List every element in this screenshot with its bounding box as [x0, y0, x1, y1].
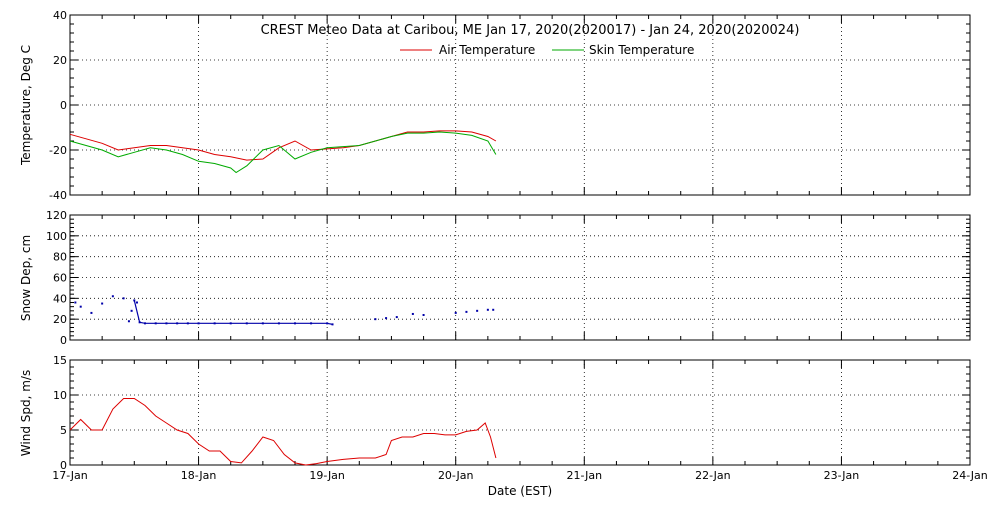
data-point	[395, 316, 398, 319]
y-tick-label: 0	[60, 459, 67, 472]
y-tick-label: 120	[46, 209, 67, 222]
y-tick-label: 40	[53, 292, 67, 305]
x-tick-label: 24-Jan	[952, 469, 988, 482]
data-point	[476, 309, 479, 312]
data-point	[127, 320, 130, 323]
panel-1: 120 100 80 60 40 20 0	[46, 209, 971, 347]
data-point	[130, 309, 133, 312]
data-point	[454, 311, 457, 314]
y-tick-label: 100	[46, 230, 67, 243]
data-point	[374, 318, 377, 321]
y-tick-label: 80	[53, 251, 67, 264]
panel-2: 15 10 5 017-Jan 18-Jan 19-Jan 20-Jan 21-Jan 22-J…	[52, 354, 988, 482]
x-tick-label: 23-Jan	[824, 469, 860, 482]
y-tick-label: 0	[60, 334, 67, 347]
air-temperature-line	[69, 130, 497, 161]
y-tick-label: 0	[60, 99, 67, 112]
y-tick-label: 15	[53, 354, 67, 367]
data-point	[411, 312, 414, 315]
x-tick-label: 21-Jan	[567, 469, 603, 482]
data-point	[385, 317, 388, 320]
plot-frame	[69, 359, 971, 466]
data-point	[465, 310, 468, 313]
y-tick-label: -40	[49, 189, 67, 202]
snow-depth-jump	[133, 300, 141, 323]
x-tick-label: 20-Jan	[438, 469, 474, 482]
legend-label-skin-temperature: Skin Temperature	[589, 43, 694, 57]
x-tick-label: 19-Jan	[309, 469, 345, 482]
data-point	[135, 301, 138, 304]
data-point	[422, 314, 425, 316]
y-axis-label-snow-depth: Snow Dep, cm	[19, 235, 33, 321]
data-point	[74, 301, 77, 304]
legend-label-air-temperature: Air Temperature	[439, 43, 535, 57]
y-tick-label: 60	[53, 272, 67, 285]
x-tick-label: 17-Jan	[52, 469, 88, 482]
y-tick-label: 10	[53, 389, 67, 402]
data-point	[111, 295, 114, 298]
x-tick-label: 22-Jan	[695, 469, 731, 482]
y-axis-label-wind-speed: Wind Spd, m/s	[19, 370, 33, 456]
data-point	[122, 297, 125, 300]
y-axis-label-temperature: Temperature, Deg C	[19, 45, 33, 166]
y-tick-label: 20	[53, 54, 67, 67]
data-point	[486, 308, 489, 311]
x-tick-label: 18-Jan	[181, 469, 217, 482]
skin-temperature-line	[69, 131, 497, 174]
data-point	[492, 308, 495, 311]
series-line-0	[69, 398, 497, 466]
data-point	[90, 311, 93, 314]
data-point	[101, 302, 104, 305]
legend: Air Temperature Skin Temperature	[400, 43, 694, 57]
y-tick-label: 5	[60, 424, 67, 437]
x-axis-label: Date (EST)	[488, 484, 552, 498]
snow-depth-line	[139, 321, 333, 325]
y-tick-label: 20	[53, 313, 67, 326]
y-tick-label: -20	[49, 144, 67, 157]
panel-0: 40 20 0 -20 -40	[49, 9, 971, 202]
chart-title: CREST Meteo Data at Caribou, ME Jan 17, …	[261, 23, 800, 38]
y-tick-label: 40	[53, 9, 67, 22]
data-point	[79, 305, 82, 308]
